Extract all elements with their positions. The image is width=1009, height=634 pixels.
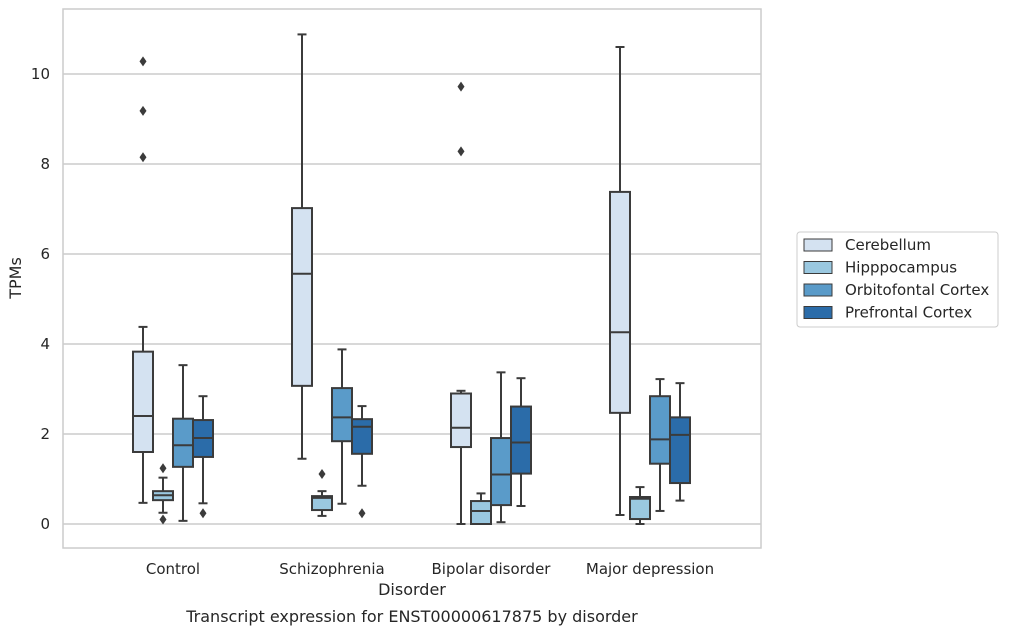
box-plot <box>470 492 492 525</box>
legend-label: Orbitofontal Cortex <box>845 281 989 299</box>
box-iqr <box>291 207 313 387</box>
box-plot <box>490 371 512 524</box>
series-prefrontal-cortex <box>192 377 691 519</box>
box-series <box>132 33 691 525</box>
chart-caption: Transcript expression for ENST0000061787… <box>185 607 638 626</box>
outlier-point <box>139 105 147 116</box>
box-plot <box>629 486 651 525</box>
series-cerebellum <box>132 33 631 525</box>
legend-label: Hipppocampus <box>845 259 957 277</box>
outlier-point <box>358 508 366 519</box>
outlier-point <box>159 514 167 525</box>
box-iqr <box>172 417 194 468</box>
box-plot <box>351 405 373 519</box>
box-iqr <box>490 437 512 507</box>
outlier-point <box>318 469 326 480</box>
box-iqr <box>609 190 631 414</box>
y-axis-title: TPMs <box>6 257 25 300</box>
legend-frame <box>796 231 999 328</box>
outlier-point <box>139 152 147 163</box>
box-iqr <box>669 416 691 485</box>
outlier-point <box>159 463 167 474</box>
y-tick-label: 0 <box>40 515 50 533</box>
outlier-point <box>457 81 465 92</box>
box-iqr <box>629 496 651 521</box>
x-tick-label: Schizophrenia <box>279 560 384 578</box>
box-iqr <box>649 395 671 465</box>
box-plot <box>609 46 631 516</box>
x-tick-label: Control <box>146 560 200 578</box>
legend-swatch <box>803 306 833 319</box>
y-axis-ticks: 0 2 4 6 8 10 <box>31 65 50 533</box>
y-tick-label: 4 <box>40 335 50 353</box>
box-plot <box>649 378 671 512</box>
legend: Cerebellum Hipppocampus Orbitofontal Corte… <box>796 231 999 328</box>
box-iqr <box>510 405 532 475</box>
box-plot <box>192 395 214 519</box>
y-tick-label: 8 <box>40 155 50 173</box>
box-iqr <box>470 500 492 525</box>
box-iqr <box>331 387 353 443</box>
box-plot <box>311 469 333 517</box>
outlier-point <box>139 56 147 67</box>
outlier-point <box>457 146 465 157</box>
box-plot <box>331 348 353 505</box>
box-plot <box>291 33 313 460</box>
legend-swatch <box>803 283 833 297</box>
outlier-point <box>199 508 207 519</box>
y-tick-label: 2 <box>40 425 50 443</box>
x-axis-title: Disorder <box>378 580 446 599</box>
box-plot <box>669 382 691 502</box>
y-tick-label: 10 <box>31 65 50 83</box>
box-iqr <box>132 350 154 453</box>
series-hipppocampus <box>152 463 651 525</box>
legend-swatch <box>803 261 833 274</box>
plot-area-frame <box>62 8 762 549</box>
legend-swatch <box>803 238 833 252</box>
box-plot <box>172 364 194 522</box>
box-iqr <box>311 495 333 512</box>
box-plot <box>450 81 472 525</box>
legend-label: Cerebellum <box>845 236 931 254</box>
x-tick-label: Bipolar disorder <box>432 560 552 578</box>
box-plot <box>132 56 154 504</box>
series-orbitofontal-cortex <box>172 348 671 524</box>
box-plot <box>510 377 532 507</box>
x-axis-ticks: Control Schizophrenia Bipolar disorder Majo… <box>146 560 714 578</box>
box-plot <box>152 463 174 525</box>
box-iqr <box>450 392 472 449</box>
y-tick-label: 6 <box>40 245 50 263</box>
x-tick-label: Major depression <box>586 560 714 578</box>
legend-label: Prefrontal Cortex <box>845 304 972 322</box>
box-iqr <box>351 418 373 455</box>
